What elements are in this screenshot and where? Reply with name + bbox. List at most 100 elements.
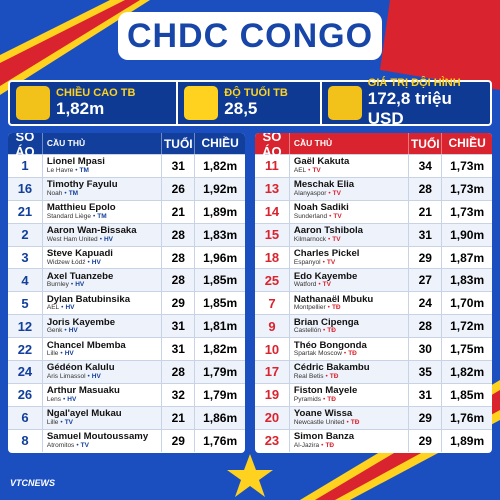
player-cell: Timothy Fayulu Noah • TM: [41, 177, 163, 200]
position: TV: [333, 212, 342, 220]
height: 1,73m: [441, 155, 492, 177]
column-header: CẦU THỦ: [288, 133, 410, 154]
column-header: CẦU THỦ: [41, 133, 163, 154]
player-name: Cédric Bakambu: [293, 362, 370, 374]
player-cell: Ngal'ayel Mukau Lille • TV: [41, 406, 163, 429]
shirt-number: 20: [264, 410, 280, 426]
age: 34: [418, 158, 432, 173]
player-name: Joris Kayembe: [46, 316, 116, 328]
player-cell: Brian Cipenga Castellón • TĐ: [288, 315, 410, 338]
position: TĐ: [350, 418, 360, 426]
separator: •: [321, 441, 324, 449]
shirt-number: 16: [17, 181, 33, 197]
club: Lens: [46, 395, 61, 403]
player-row: 3 Steve Kapuadi Widzew Łódź • HV 28 1,96m: [8, 245, 245, 269]
shirt-number: 11: [265, 158, 279, 174]
stat-label: ĐỘ TUỔI TB: [224, 87, 288, 99]
separator: •: [325, 373, 328, 380]
height: 1,79m: [194, 361, 245, 383]
club: West Ham United: [46, 235, 98, 243]
player-name: Gaël Kakuta: [293, 156, 350, 168]
separator: •: [61, 304, 64, 312]
club: Newcastle United: [293, 418, 345, 426]
player-row: 10 Théo Bongonda Spartak Moscow • TĐ 30 1,75m: [255, 337, 492, 361]
height: 1,82m: [194, 155, 245, 177]
position: TV: [326, 258, 336, 266]
player-row: 20 Yoane Wissa Newcastle United • TĐ 29 1,76m: [255, 405, 492, 429]
player-club-line: Al-Jazira • TĐ: [294, 441, 409, 450]
age: 28: [418, 319, 432, 334]
position: HV: [91, 373, 101, 380]
separator: •: [322, 395, 326, 403]
position: HV: [75, 281, 85, 289]
shirt-number: 6: [21, 410, 29, 426]
shirt-number: 24: [17, 364, 33, 380]
player-club-line: Noah • TM: [47, 189, 162, 198]
age: 24: [418, 296, 432, 311]
age: 29: [418, 410, 432, 425]
player-name: Axel Tuanzebe: [46, 270, 114, 282]
player-club-line: West Ham United • HV: [46, 235, 162, 244]
player-row: 23 Simon Banza Al-Jazira • TĐ 29 1,89m: [255, 428, 492, 452]
stat: GIÁ TRỊ ĐỘI HÌNH 172,8 triệu USD: [322, 77, 490, 128]
player-cell: Matthieu Epolo Standard Liège • TM: [41, 200, 163, 223]
player-club-line: Le Havre • TM: [46, 166, 162, 175]
position: TV: [64, 418, 74, 426]
height: 1,83m: [194, 223, 245, 246]
height: 1,82m: [194, 338, 245, 361]
separator: •: [87, 373, 90, 380]
stat-text: GIÁ TRỊ ĐỘI HÌNH 172,8 triệu USD: [368, 77, 490, 129]
age: 29: [418, 250, 432, 265]
height: 1,73m: [441, 200, 492, 223]
separator: •: [64, 327, 67, 335]
column-header: SỐ ÁO: [262, 133, 282, 159]
age: 21: [171, 204, 185, 219]
player-cell: Dylan Batubinsika AEL • HV: [41, 292, 163, 315]
position: HV: [65, 304, 75, 312]
player-name: Nathanaël Mbuku: [293, 293, 374, 305]
stats-bar: CHIỀU CAO TB 1,82m ĐỘ TUỔI TB 28,5 GIÁ TRỊ Đ…: [8, 77, 492, 128]
player-row: 9 Brian Cipenga Castellón • TĐ 28 1,72m: [255, 314, 492, 338]
club: Le Havre: [46, 166, 74, 174]
player-club-line: Pyramids • TĐ: [294, 395, 409, 404]
height: 1,83m: [441, 269, 492, 292]
player-row: 22 Chancel Mbemba Lille • HV 31 1,82m: [8, 337, 245, 361]
column-header: CHIỀU CAO: [441, 133, 492, 171]
separator: •: [346, 418, 349, 426]
position: HV: [67, 395, 77, 403]
height: 1,82m: [441, 361, 492, 383]
player-club-line: Lens • HV: [46, 395, 162, 404]
player-cell: Joris Kayembe Genk • HV: [41, 315, 163, 338]
player-row: 7 Nathanaël Mbuku Montpellier • TĐ 24 1,70m: [255, 291, 492, 315]
player-row: 14 Noah Sadiki Sunderland • TV 21 1,73m: [255, 199, 492, 223]
separator: •: [60, 350, 63, 358]
club: Genk: [46, 327, 63, 335]
title: CHDC CONGO: [118, 12, 382, 60]
stat-label: CHIỀU CAO TB: [56, 87, 136, 99]
position: TV: [312, 166, 321, 174]
player-name: Théo Bongonda: [293, 339, 367, 351]
player-cell: Steve Kapuadi Widzew Łódź • HV: [41, 246, 163, 269]
player-row: 19 Fiston Mayele Pyramids • TĐ 31 1,85m: [255, 382, 492, 406]
shirt-number: 1: [21, 158, 29, 174]
club: Castellón: [293, 327, 321, 335]
player-name: Dylan Batubinsika: [46, 293, 131, 305]
header-row: SỐ ÁO CẦU THỦ TUỔI CHIỀU CAO: [8, 133, 245, 171]
club: Alanyaspor: [293, 189, 327, 197]
player-club-line: Widzew Łódź • HV: [47, 259, 162, 267]
player-name: Timothy Fayulu: [46, 179, 118, 191]
player-row: 4 Axel Tuanzebe Burnley • HV 28 1,85m: [8, 268, 245, 292]
age: 29: [171, 296, 185, 311]
club: Watford: [293, 281, 317, 289]
height: 1,85m: [194, 292, 245, 315]
player-name: Charles Pickel: [293, 247, 360, 259]
player-row: 25 Edo Kayembe Watford • TV 27 1,83m: [255, 268, 492, 292]
position: TM: [68, 189, 79, 197]
separator: •: [328, 189, 331, 197]
stat-text: ĐỘ TUỔI TB 28,5: [224, 87, 288, 119]
club: AEL: [46, 304, 60, 312]
shirt-number: 23: [264, 433, 280, 449]
player-row: 13 Meschak Elia Alanyaspor • TV 28 1,73m: [255, 176, 492, 200]
club: Atromitos: [46, 441, 75, 449]
shirt-number: 3: [21, 250, 29, 265]
